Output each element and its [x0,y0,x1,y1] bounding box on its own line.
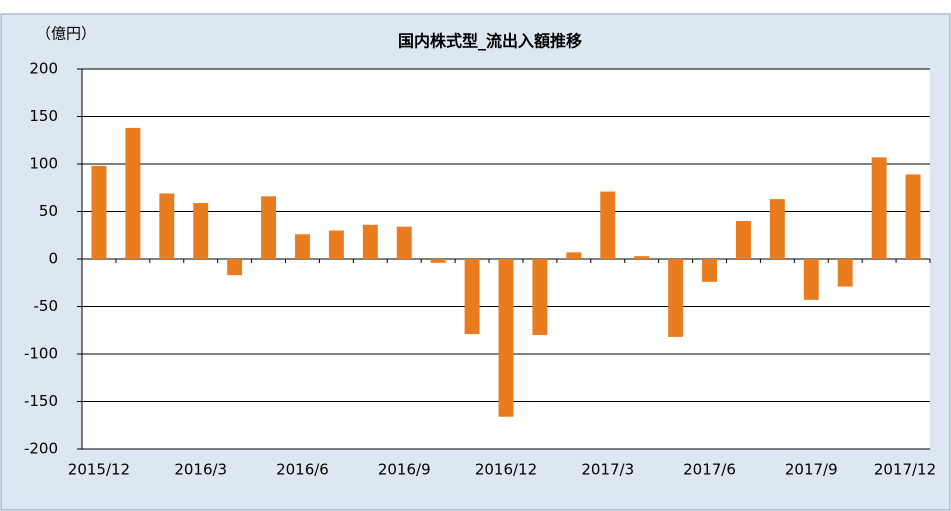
y-tick-label: 200 [29,60,58,78]
x-tick-label: 2017/9 [785,461,838,479]
x-tick-label: 2016/9 [378,461,431,479]
bar [396,226,412,259]
x-tick-label: 2016/6 [276,461,329,479]
bar [464,259,480,335]
bar [227,259,243,276]
y-tick-label: -200 [24,440,58,458]
y-tick-label: 100 [29,155,58,173]
bar [837,259,853,287]
bar [871,157,887,259]
bar [668,259,684,337]
bar [702,259,717,282]
y-tick-label: 150 [29,107,58,125]
bar [159,193,175,259]
x-tick-label: 2016/3 [174,461,227,479]
bar [532,259,548,335]
bar [769,199,785,259]
bar [91,165,107,259]
x-tick-label: 2015/12 [68,461,130,479]
bar [566,252,582,259]
bar [261,196,277,259]
bar [735,221,751,259]
bar [328,230,344,259]
y-tick-label: -50 [34,297,59,315]
bar [634,256,650,259]
bar [125,127,141,260]
y-tick-label: 0 [48,250,58,268]
bar [600,191,616,259]
y-axis-label: （億円） [36,25,96,43]
x-tick-label: 2016/12 [475,461,537,479]
y-tick-label: -150 [24,392,58,410]
bar [193,202,209,259]
bar [498,259,514,417]
bar [905,174,921,259]
x-tick-label: 2017/6 [683,461,736,479]
bar [295,234,310,259]
bar [362,224,378,259]
x-tick-label: 2017/3 [581,461,634,479]
bar [803,259,819,300]
chart-title: 国内株式型_流出入額推移 [398,32,582,51]
y-tick-label: -100 [24,345,58,363]
y-tick-label: 50 [39,202,58,220]
bar [430,259,446,263]
x-tick-label: 2017/12 [874,461,936,479]
